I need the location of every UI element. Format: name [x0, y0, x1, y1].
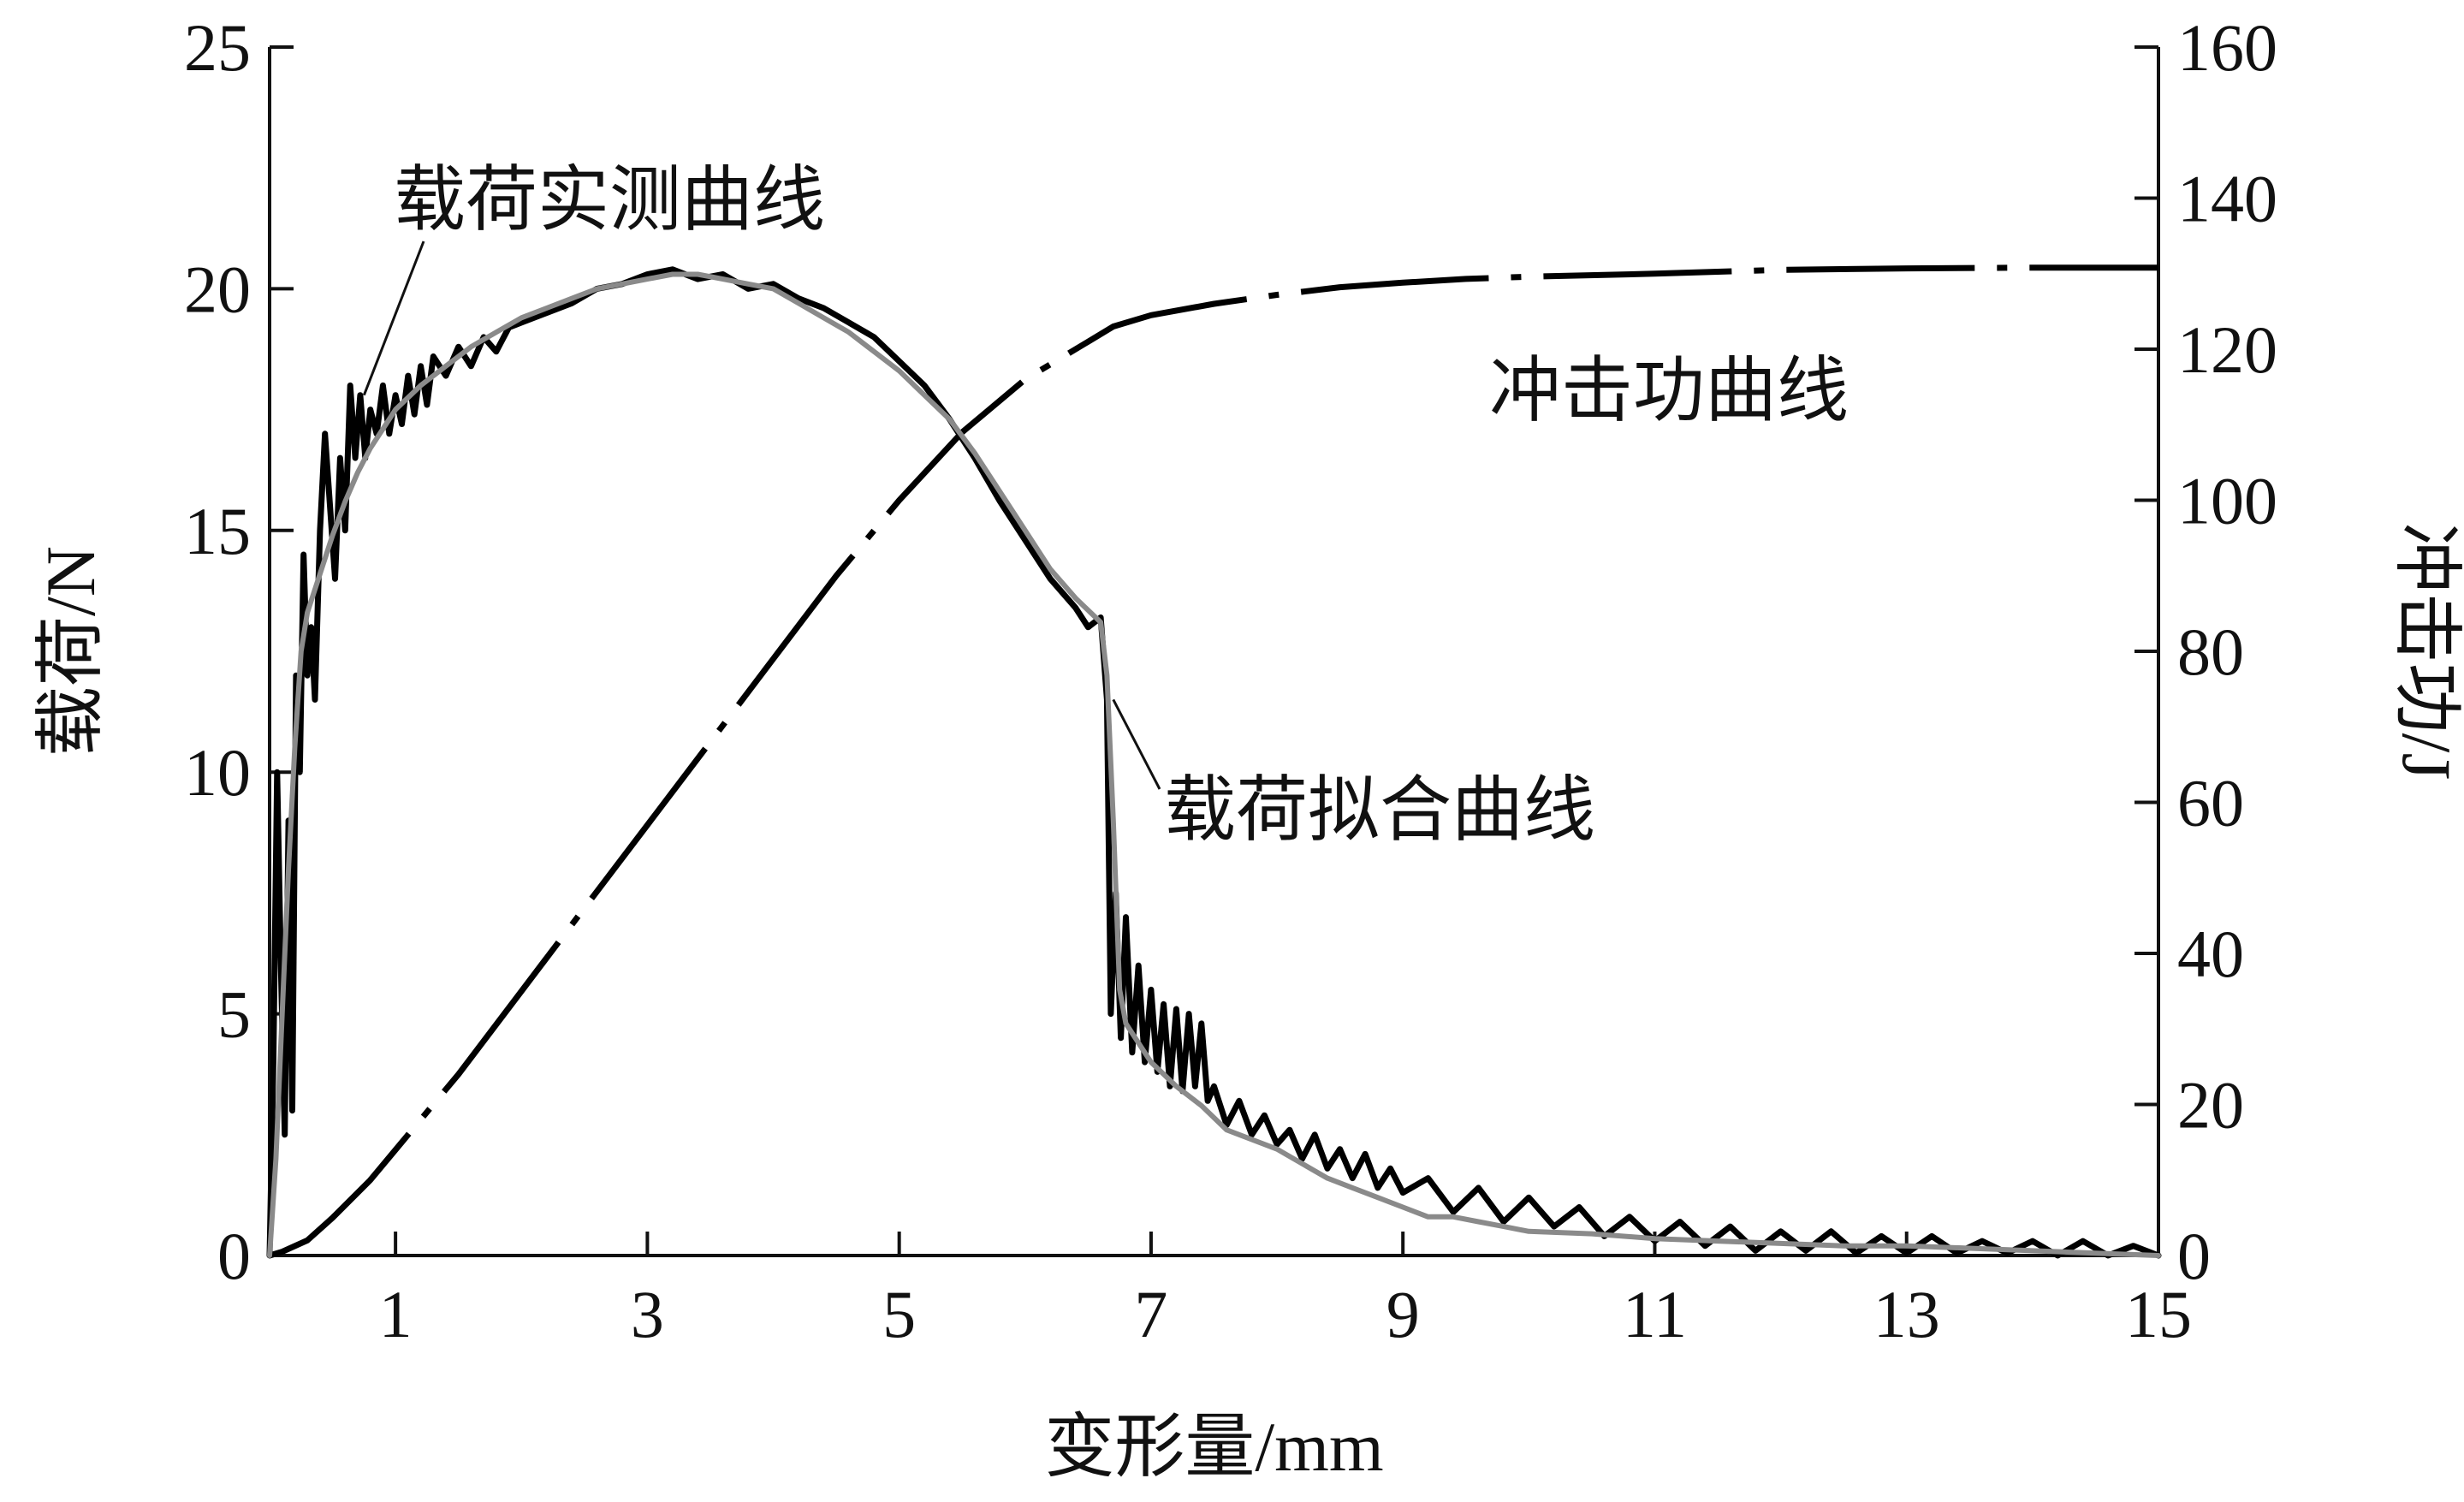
- y-axis-left-title: 载荷/N: [32, 546, 110, 757]
- y-left-tick-label: 10: [184, 735, 251, 810]
- x-tick-label: 15: [2125, 1277, 2192, 1351]
- x-tick-label: 1: [379, 1277, 413, 1351]
- y-left-tick-label: 25: [184, 10, 251, 85]
- y-left-tick-label: 0: [217, 1219, 251, 1293]
- x-tick-label: 9: [1386, 1277, 1420, 1351]
- y-right-tick-label: 120: [2177, 312, 2277, 387]
- y-right-tick-label: 40: [2177, 917, 2244, 991]
- series-line-0: [268, 264, 2158, 1259]
- y-right-tick-label: 0: [2177, 1219, 2211, 1293]
- y-left-tick-label: 20: [184, 252, 251, 326]
- x-tick-label: 5: [882, 1277, 916, 1351]
- series-line-2: [267, 271, 2161, 1258]
- labels-group: 变形量/mm 载荷/N 冲击功/J 载荷实测曲线 载荷拟合曲线 冲击功曲线: [32, 161, 2464, 1486]
- x-tick-label: 11: [1623, 1277, 1687, 1351]
- annotation-fitted-load-leader: [1112, 698, 1161, 790]
- y-right-tick-label: 160: [2177, 10, 2277, 85]
- y-right-tick-label: 60: [2177, 766, 2244, 840]
- y-right-tick-label: 80: [2177, 614, 2244, 689]
- y-right-tick-label: 140: [2177, 162, 2277, 236]
- series-group: [266, 264, 2162, 1259]
- x-tick-label: 3: [631, 1277, 664, 1351]
- annotation-impact-energy-label: 冲击功曲线: [1489, 352, 1849, 431]
- x-tick-label: 13: [1873, 1277, 1940, 1351]
- y-left-tick-label: 15: [184, 494, 251, 568]
- axes-group: 1 3 5 7 9 11 13 1505101520250204060801001201401…: [184, 10, 2277, 1351]
- y-axis-right-title: 冲击功/J: [2388, 523, 2464, 781]
- y-right-tick-label: 100: [2177, 464, 2277, 538]
- x-axis-title: 变形量/mm: [1044, 1408, 1383, 1486]
- annotation-fitted-load-label: 载荷拟合曲线: [1164, 771, 1595, 851]
- y-left-tick-label: 5: [217, 977, 251, 1052]
- annotation-measured-load-leader: [362, 240, 425, 396]
- y-right-tick-label: 20: [2177, 1068, 2244, 1143]
- annotation-measured-load-label: 载荷实测曲线: [394, 161, 825, 240]
- series-line-1: [266, 266, 2162, 1259]
- x-tick-label: 7: [1134, 1277, 1167, 1351]
